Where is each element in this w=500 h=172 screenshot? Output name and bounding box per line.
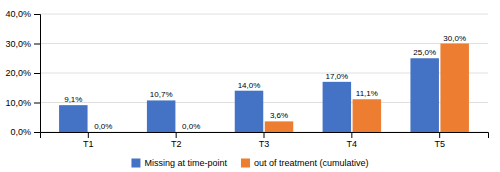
tick: 10,0% (5, 98, 40, 108)
legend-swatch (241, 159, 250, 168)
y-axis: 0,0% 10,0% 20,0% 30,0% 40,0% (5, 9, 40, 137)
tick-mark (34, 132, 40, 133)
bar (323, 82, 351, 132)
tick: 0,0% (10, 127, 40, 137)
bar (440, 44, 468, 133)
legend-item: out of treatment (cumulative) (241, 158, 369, 168)
tick-mark (88, 132, 89, 138)
tick-label: T2 (171, 139, 182, 149)
tick-mark (439, 132, 440, 138)
data-label: 0,0% (182, 122, 200, 131)
bar (410, 58, 438, 132)
axis-line (34, 15, 41, 133)
axis-line (41, 133, 489, 139)
tick-label: T4 (347, 139, 358, 149)
tick-mark (351, 132, 352, 138)
tick-label: 30,0% (5, 39, 31, 49)
tick: T5 (434, 132, 445, 149)
bar (59, 105, 87, 132)
tick: T4 (347, 132, 358, 149)
data-label: 14,0% (238, 81, 261, 90)
data-label: 17,0% (326, 72, 349, 81)
tick-label: 40,0% (5, 9, 31, 19)
tick: T1 (83, 132, 94, 149)
grid-line (40, 14, 488, 15)
tick-label: 0,0% (10, 127, 31, 137)
bar (89, 132, 117, 133)
bar (265, 121, 293, 132)
tick-label: 20,0% (5, 68, 31, 78)
data-label: 11,1% (356, 89, 378, 98)
x-axis: T1 T2 T3 T4 T5 (41, 132, 489, 149)
tick-mark (34, 73, 40, 74)
legend-label: Missing at time-point (144, 158, 227, 168)
tick-mark (34, 44, 40, 45)
data-label: 25,0% (413, 48, 436, 57)
data-label: 3,6% (270, 111, 288, 120)
grid-line (40, 43, 488, 44)
tick-mark (176, 132, 177, 138)
tick: 20,0% (5, 68, 40, 78)
grid (40, 14, 488, 132)
tick-mark (34, 103, 40, 104)
data-label: 30,0% (443, 34, 466, 43)
tick-label: 10,0% (5, 98, 31, 108)
tick-label: T1 (83, 139, 94, 149)
tick: T3 (259, 132, 270, 149)
bar (147, 100, 175, 132)
chart: 0,0% 10,0% 20,0% 30,0% 40,0% T1 T2 T3 T4 T5 9,1% 10… (0, 0, 500, 172)
tick-mark (264, 132, 265, 138)
data-label: 10,7% (150, 90, 173, 99)
tick-label: T3 (259, 139, 270, 149)
bars (59, 44, 469, 133)
legend: Missing at time-point out of treatment (c… (131, 158, 368, 168)
data-labels: 9,1% 10,7% 14,0% 17,0% 25,0% 0,0% 0,0% 3,6% 11,1… (64, 34, 466, 132)
tick-label: T5 (434, 139, 445, 149)
data-label: 0,0% (94, 122, 112, 131)
legend-swatch (131, 159, 140, 168)
tick: 40,0% (5, 9, 40, 19)
tick-mark (34, 14, 40, 15)
legend-item: Missing at time-point (131, 158, 227, 168)
bar (235, 91, 263, 132)
plot: 0,0% 10,0% 20,0% 30,0% 40,0% T1 T2 T3 T4 T5 9,1% 10… (5, 9, 488, 149)
tick: T2 (171, 132, 182, 149)
data-label: 9,1% (64, 95, 82, 104)
bar (177, 132, 205, 133)
bar (353, 99, 381, 132)
tick: 30,0% (5, 39, 40, 49)
legend-label: out of treatment (cumulative) (254, 158, 369, 168)
